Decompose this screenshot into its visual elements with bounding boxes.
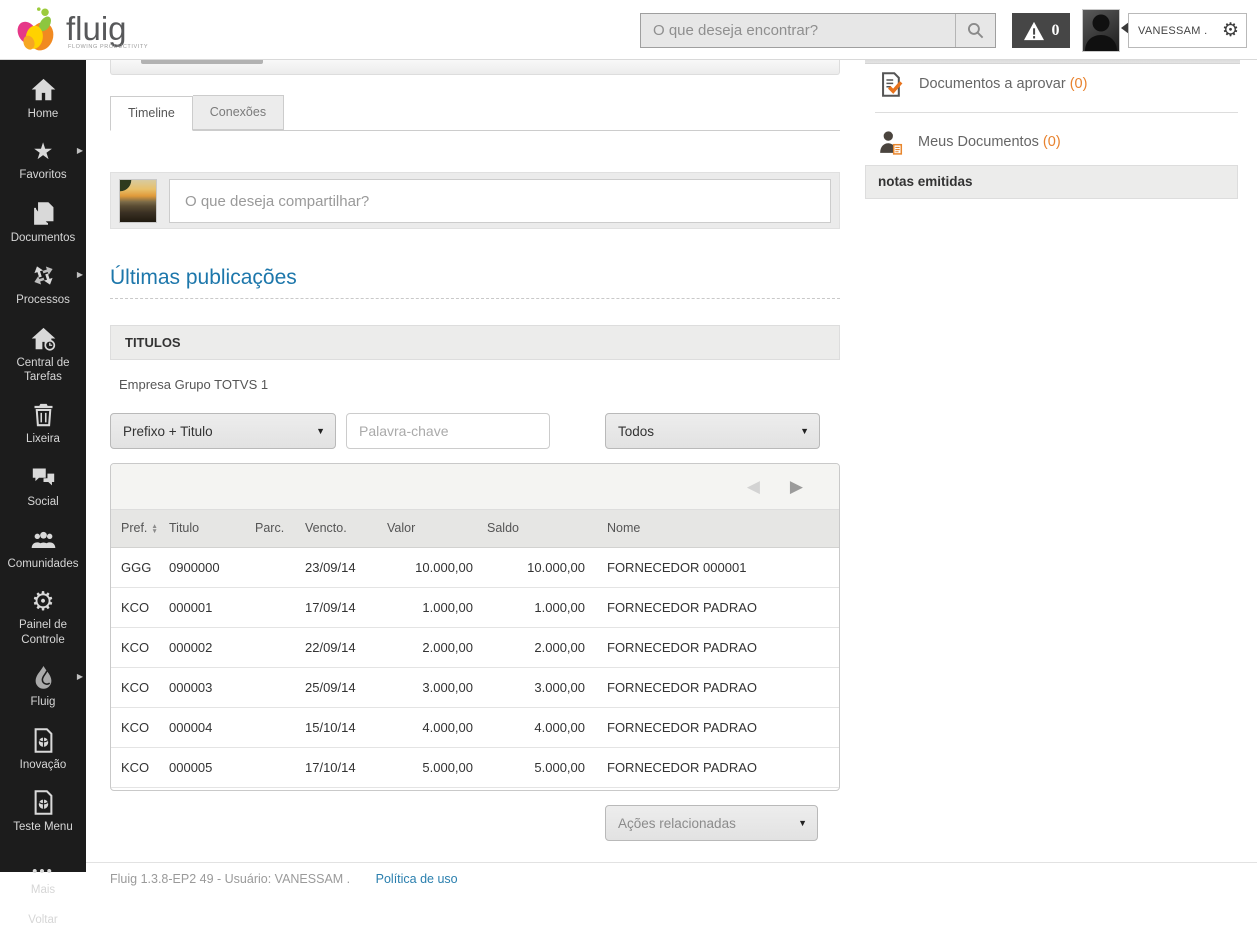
top-header: fluig FLOWING PRODUCTIVITY 0 VANESSAM . … [0,0,1257,60]
status-filter-select[interactable]: Todos ▼ [605,413,820,449]
share-post-box [110,172,840,229]
alerts-button[interactable]: 0 [1012,13,1070,48]
col-valor[interactable]: Valor [377,510,477,548]
filter-type-select[interactable]: Prefixo + Titulo ▼ [110,413,336,449]
user-avatar[interactable] [1082,9,1120,52]
sidebar-item-documentos[interactable]: Documentos [0,192,86,254]
chevron-down-icon: ▼ [798,818,807,828]
doc-globe-icon [34,727,52,753]
footer-version-text: Fluig 1.3.8-EP2 49 - Usuário: VANESSAM . [110,872,351,886]
sidebar-item-favoritos[interactable]: ★ Favoritos ▶ [0,130,86,191]
gear-icon: ⚙ [31,586,55,617]
alert-count-badge: 0 [1051,21,1060,39]
submenu-arrow-icon: ▶ [76,146,83,156]
logo-tagline: FLOWING PRODUCTIVITY [68,44,149,50]
fluig-logo[interactable]: fluig FLOWING PRODUCTIVITY [14,6,148,56]
sidebar-item-teste-menu[interactable]: Teste Menu [0,781,86,843]
sidebar-item-fluig[interactable]: Fluig ▶ [0,656,86,718]
sidebar-item-painel-de-controle[interactable]: ⚙ Painel de Controle [0,580,86,656]
user-box-notch [1121,22,1129,34]
table-row[interactable]: KCO 000003 25/09/14 3.000,00 3.000,00 FO… [111,667,839,708]
keyword-input[interactable] [346,413,550,449]
col-pref[interactable]: Pref. ▲ ▼ [111,510,159,548]
table-row[interactable]: KCO 000001 17/09/14 1.000,00 1.000,00 FO… [111,587,839,628]
next-page-icon[interactable]: ▶ [789,477,803,496]
titulos-panel-header: TITULOS [110,325,840,360]
left-sidebar: Home ★ Favoritos ▶ Documentos Processos [0,60,86,926]
star-icon: ★ [32,138,54,165]
warning-icon [1023,21,1044,40]
sidebar-item-lixeira[interactable]: Lixeira [0,393,86,455]
table-row[interactable]: KCO 000004 15/10/14 4.000,00 4.000,00 FO… [111,707,839,748]
col-vencto[interactable]: Vencto. [295,510,377,548]
tab-timeline[interactable]: Timeline [110,96,193,131]
sidebar-item-comunidades[interactable]: Comunidades [0,518,86,580]
col-titulo[interactable]: Titulo [159,510,245,548]
user-menu[interactable]: VANESSAM . ⚙ [1128,13,1247,48]
sort-icon: ▲ ▼ [151,522,158,535]
chevron-down-icon: ▼ [800,426,809,436]
people-icon [31,531,55,548]
user-photo-thumbnail [119,179,157,223]
task-center-icon [31,327,55,351]
policy-link[interactable]: Política de uso [375,872,458,886]
global-search [640,13,996,48]
previous-page-icon[interactable]: ◀ [746,477,760,496]
footer: Fluig 1.3.8-EP2 49 - Usuário: VANESSAM .… [110,872,458,886]
sidebar-item-voltar[interactable]: Voltar [28,913,58,926]
submenu-arrow-icon: ▶ [76,270,83,280]
count-badge: (0) [1042,134,1061,150]
table-pagination-bar: ◀ ▶ [111,464,839,510]
titles-table-card: ◀ ▶ Pref. ▲ ▼ Titulo Parc. Vencto. Valor S… [110,463,840,791]
table-header-row: Pref. ▲ ▼ Titulo Parc. Vencto. Valor Saldo… [111,510,839,548]
tab-conexoes[interactable]: Conexões [192,95,285,130]
username-label: VANESSAM . [1138,24,1208,37]
sidebar-item-mais[interactable]: ••• Mais [0,857,86,906]
fluig-drop-icon [35,666,51,689]
documents-to-approve-link[interactable]: Documentos a aprovar (0) [878,64,1238,104]
notas-emitidas-panel-header: notas emitidas [865,165,1238,199]
sidebar-item-central-de-tarefas[interactable]: Central de Tarefas [0,317,86,394]
home-icon [31,78,55,101]
col-saldo[interactable]: Saldo [477,510,589,548]
profile-tabs: Timeline Conexões [110,95,840,131]
chevron-down-icon: ▼ [316,426,325,436]
submenu-arrow-icon: ▶ [76,672,83,682]
sidebar-item-inovacao[interactable]: Inovação [0,719,86,781]
col-nome[interactable]: Nome [589,510,839,548]
search-icon [967,22,984,39]
sidebar-item-home[interactable]: Home [0,68,86,130]
settings-gear-icon[interactable]: ⚙ [1221,20,1239,41]
chat-icon [32,468,54,485]
table-row[interactable]: KCO 000005 17/10/14 5.000,00 5.000,00 FO… [111,747,839,788]
sidebar-item-processos[interactable]: Processos ▶ [0,254,86,316]
fluig-logo-icon [17,7,54,51]
count-badge: (0) [1069,76,1088,92]
trash-icon [34,404,52,427]
processes-icon [33,266,53,285]
share-input[interactable] [169,179,831,223]
col-parc[interactable]: Parc. [245,510,295,548]
table-row[interactable]: KCO 000002 22/09/14 2.000,00 2.000,00 FO… [111,627,839,668]
footer-divider [86,862,1257,863]
person-document-icon [880,131,903,155]
my-documents-link[interactable]: Meus Documentos (0) [878,122,1238,162]
doc-globe-icon [34,790,52,815]
right-divider [875,112,1238,113]
titles-table: Pref. ▲ ▼ Titulo Parc. Vencto. Valor Saldo… [111,510,839,788]
table-row[interactable]: GGG 0900000 23/09/14 10.000,00 10.000,00… [111,547,839,588]
search-input[interactable] [641,14,955,47]
page-title: Últimas publicações [110,266,297,289]
document-check-icon [882,71,903,97]
logo-wordmark: fluig [66,10,127,47]
dashed-divider [110,298,840,299]
documents-icon [33,201,53,225]
company-label: Empresa Grupo TOTVS 1 [119,377,269,392]
avatar-silhouette-icon [1085,14,1117,51]
related-actions-select[interactable]: Ações relacionadas ▼ [605,805,818,841]
search-button[interactable] [955,14,995,47]
sidebar-item-social[interactable]: Social [0,456,86,518]
ellipsis-icon: ••• [32,863,54,881]
